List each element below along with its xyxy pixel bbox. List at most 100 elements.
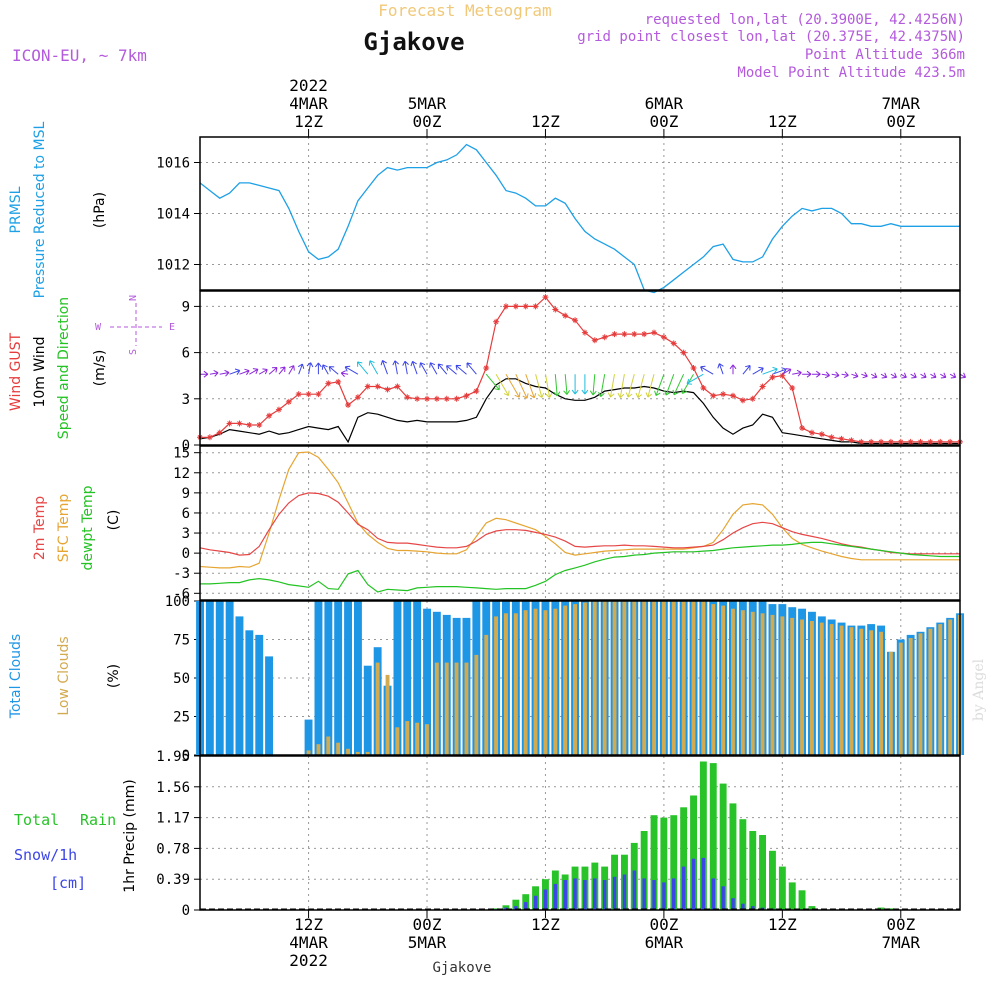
low-cloud-bar — [504, 613, 508, 755]
rain-bar — [778, 866, 786, 910]
wind-direction-arrow — [870, 372, 878, 379]
model-altitude: Model Point Altitude 423.5m — [737, 65, 965, 81]
wind-gust-point — [670, 340, 677, 347]
wind-gust-point — [759, 383, 766, 390]
wind-gust-point — [315, 391, 322, 398]
wind-direction-arrow — [288, 365, 295, 375]
wind-gust-point — [266, 412, 273, 419]
low-cloud-bar — [948, 619, 953, 755]
low-cloud-bar — [888, 651, 893, 755]
compass-w: W — [95, 322, 102, 333]
temp-background — [200, 446, 960, 600]
wind-direction-arrow — [635, 374, 645, 398]
wind-gust-point — [502, 303, 509, 310]
wind-gust-point — [631, 331, 638, 338]
low-cloud-bar — [622, 601, 627, 755]
cloud-bars — [196, 601, 964, 755]
precip-bars — [200, 761, 960, 910]
temp-ytick-label: 15 — [173, 446, 190, 462]
compass-n: N — [128, 295, 139, 301]
low-cloud-bar — [405, 721, 410, 755]
clouds-ytick-label: 50 — [173, 671, 190, 687]
wind-direction-arrow — [466, 362, 477, 375]
wind-ytick-label: 6 — [182, 346, 190, 362]
wind-gust-point — [374, 383, 381, 390]
wind-direction-arrow — [581, 374, 589, 395]
low-cloud-bar — [711, 604, 716, 755]
rain-bar — [680, 807, 688, 910]
low-cloud-bar — [553, 608, 558, 755]
rain-bar — [512, 899, 520, 910]
wind-ytick-label: 0 — [182, 438, 190, 454]
wind-gust-point — [483, 365, 490, 371]
bottom-time-label: 6MAR — [645, 933, 684, 952]
wind-gust-point — [621, 331, 628, 338]
wind-gust-point — [246, 421, 253, 428]
low-cloud-bar — [454, 662, 459, 755]
wind-direction-arrow — [861, 371, 868, 379]
wind-direction-arrow — [321, 364, 329, 375]
compass-s: S — [128, 349, 139, 355]
total-cloud-bar — [265, 656, 273, 755]
wind-direction-arrow — [402, 360, 409, 375]
low-cloud-bar — [494, 616, 498, 755]
low-cloud-bar — [849, 627, 854, 755]
wind-direction-arrow — [900, 372, 907, 379]
wind-direction-arrow — [392, 360, 400, 375]
wind-gust-point — [769, 374, 776, 381]
wind-gust-point — [522, 303, 529, 310]
wind-gust-point — [453, 395, 460, 402]
low-cloud-bar — [691, 601, 696, 755]
wind-direction-arrow — [340, 370, 349, 377]
snow-bar — [642, 878, 646, 910]
wind-gust-point — [216, 429, 223, 436]
wind-direction-arrow — [306, 362, 314, 375]
wind-direction-arrow — [617, 374, 625, 398]
snow-bar — [662, 882, 666, 910]
low-cloud-bar — [721, 605, 725, 755]
wind-direction-arrow — [535, 374, 545, 398]
wind-gust-point — [532, 303, 539, 310]
wind-gust-point — [206, 434, 213, 441]
rain-bar — [788, 882, 796, 910]
clouds-label-1: Total Clouds — [8, 634, 24, 719]
low-cloud-bar — [563, 605, 568, 755]
wind-gust-point — [838, 435, 845, 442]
temp-panel: -6 -3 0 3 6 9 12 15 — [173, 446, 960, 602]
top-time-label: 6MAR — [645, 94, 684, 113]
wind-label-2: 10m Wind — [32, 336, 48, 407]
model-name: ICON-EU, ~ 7km — [12, 46, 147, 65]
wind-gust-point — [927, 438, 934, 445]
wind-gust-point — [295, 391, 302, 398]
low-cloud-bar — [898, 642, 903, 755]
wind-direction-arrow — [752, 366, 764, 375]
low-cloud-bar — [444, 662, 449, 755]
snow-bar — [652, 880, 656, 910]
total-cloud-bar — [205, 601, 214, 755]
top-time-label: 12Z — [768, 112, 797, 131]
wind-direction-arrow — [229, 368, 241, 375]
precip-panel: 0 0.39 0.78 1.17 1.56 1.95 — [156, 749, 960, 919]
wind-direction-arrow — [625, 374, 635, 398]
dewpt-line — [200, 541, 960, 593]
wind-gust-point — [275, 406, 282, 413]
clouds-unit: (%) — [106, 664, 122, 688]
wind-direction-arrow — [949, 372, 957, 379]
wind-direction-arrow — [742, 365, 751, 375]
wind-direction-arrow — [485, 373, 500, 391]
rain-bar — [798, 890, 806, 910]
low-cloud-bar — [642, 601, 647, 755]
snow-bar — [514, 906, 518, 910]
wind-gust-point — [305, 391, 312, 398]
wind-gust-point — [858, 438, 865, 445]
wind-direction-arrow — [880, 372, 888, 379]
snow-bar — [701, 857, 706, 910]
wind-direction-arrow — [654, 374, 665, 397]
wind-direction-arrow — [811, 370, 821, 378]
top-time-label: 00Z — [886, 112, 915, 131]
wind-direction-arrow — [380, 359, 388, 375]
total-cloud-bar — [413, 601, 422, 755]
wind-direction-arrow — [278, 366, 286, 375]
rain-bar — [719, 783, 727, 910]
rain-bar — [887, 908, 895, 910]
